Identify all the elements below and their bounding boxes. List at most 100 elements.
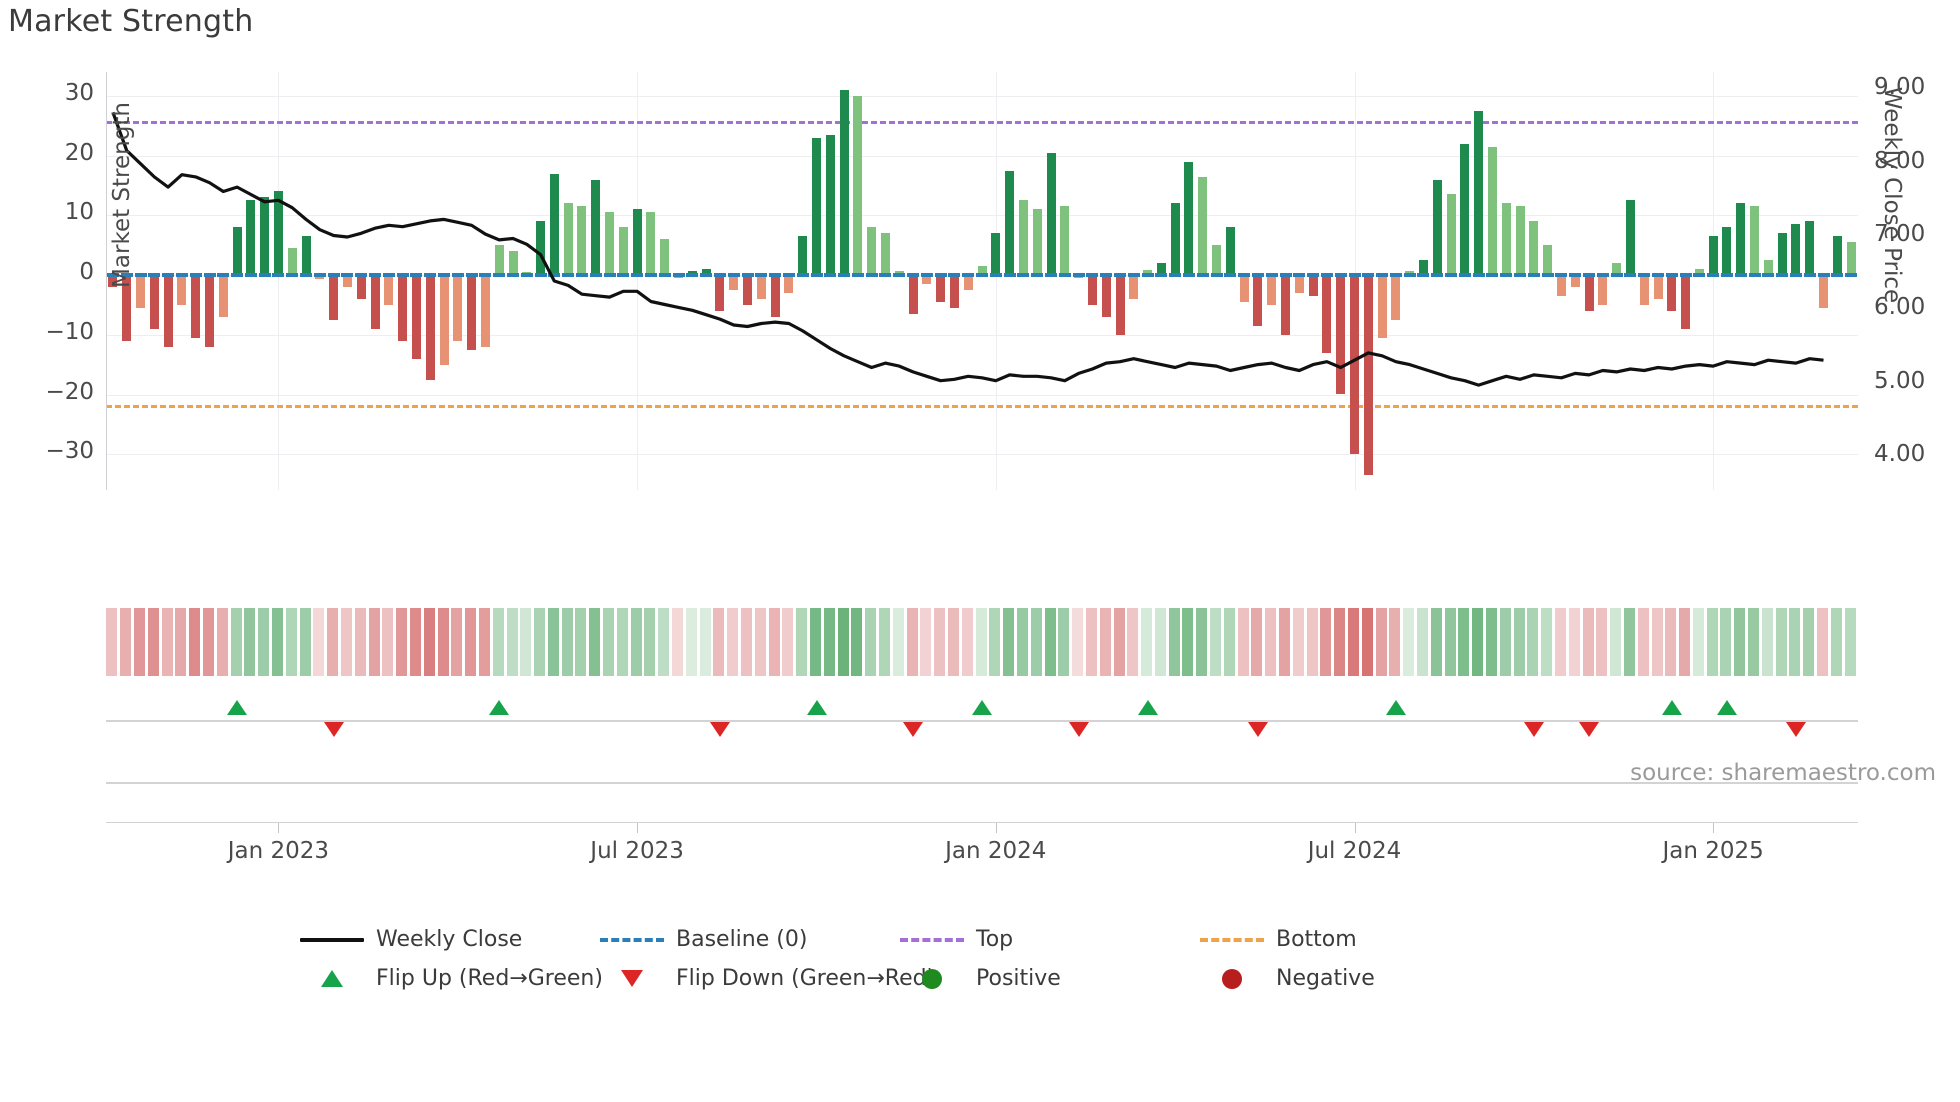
strength-bar	[1156, 263, 1166, 275]
baseline-tick	[1127, 273, 1140, 277]
x-tick-label: Jan 2023	[227, 838, 330, 864]
heat-cell	[1030, 608, 1042, 676]
baseline-tick	[1431, 273, 1444, 277]
heat-cell	[340, 608, 352, 676]
baseline-tick	[755, 273, 768, 277]
legend-item-top[interactable]: Top	[900, 920, 1013, 959]
baseline-tick	[838, 273, 850, 277]
strength-bar	[480, 275, 490, 347]
strength-bar	[798, 236, 808, 275]
strength-bar	[1777, 233, 1787, 275]
baseline-tick	[465, 273, 478, 277]
baseline-tick	[369, 273, 381, 277]
baseline-tick	[1707, 273, 1720, 277]
baseline-tick	[1348, 273, 1361, 277]
strength-bar	[1846, 242, 1856, 275]
strength-bar	[977, 266, 987, 276]
heat-cell	[299, 608, 311, 676]
heat-cell	[672, 608, 683, 676]
legend-item-baseline-0[interactable]: Baseline (0)	[600, 920, 807, 959]
baseline-tick	[948, 273, 961, 277]
strength-bar	[1791, 224, 1801, 276]
heat-cell	[534, 608, 546, 676]
flip-down-marker	[1785, 722, 1806, 737]
baseline-tick	[286, 273, 299, 277]
baseline-tick	[355, 273, 368, 277]
baseline-tick	[479, 273, 492, 277]
left-axis-label: Market Strength	[109, 102, 135, 288]
heat-cell	[961, 608, 973, 676]
legend-item-weekly-close[interactable]: Weekly Close	[300, 920, 522, 959]
baseline-tick	[1624, 273, 1637, 277]
strength-bar	[1377, 275, 1387, 338]
baseline-tick	[1238, 273, 1251, 277]
heat-cell	[478, 608, 490, 676]
x-tick-label: Jul 2024	[1307, 838, 1402, 864]
heat-cell	[754, 608, 766, 676]
baseline-tick	[1789, 273, 1802, 277]
strength-bar	[1046, 152, 1056, 275]
heat-cell	[1444, 608, 1456, 676]
baseline-tick	[1334, 273, 1347, 277]
heat-cell	[1389, 608, 1401, 676]
legend-dot-icon	[1200, 968, 1264, 990]
strength-bar	[715, 275, 725, 311]
baseline-tick	[217, 273, 230, 277]
heat-cell	[823, 608, 835, 676]
strength-bar	[1639, 275, 1649, 305]
strength-bar	[1515, 206, 1525, 276]
baseline-tick	[1569, 273, 1582, 277]
baseline-tick	[244, 273, 257, 277]
heat-cell	[920, 608, 932, 676]
baseline-tick	[1679, 273, 1692, 277]
baseline-tick	[120, 273, 133, 277]
legend-item-flip-up-red-green[interactable]: Flip Up (Red→Green)	[300, 959, 603, 998]
strength-bar	[770, 275, 780, 317]
strength-bar	[991, 233, 1001, 275]
strength-bar	[1819, 275, 1828, 308]
heat-cell	[1196, 608, 1208, 676]
heat-cell	[878, 608, 890, 676]
strength-bar	[356, 275, 366, 299]
baseline-tick	[575, 273, 588, 277]
baseline-tick	[989, 273, 1002, 277]
strength-bar	[1694, 269, 1704, 276]
heat-cell	[1679, 608, 1691, 676]
market-strength-plot	[106, 72, 1858, 490]
legend-dot-icon	[900, 968, 964, 990]
heat-cell	[1596, 608, 1608, 676]
legend-label: Flip Down (Green→Red)	[676, 966, 936, 991]
heat-cell	[851, 608, 863, 676]
heat-cell	[1789, 608, 1801, 676]
legend-item-positive[interactable]: Positive	[900, 959, 1061, 998]
heat-cell	[1582, 608, 1594, 676]
strength-bar	[646, 212, 656, 275]
baseline-tick	[1638, 273, 1651, 277]
strength-bar	[1253, 275, 1263, 326]
heat-cell	[1416, 608, 1428, 676]
vertical-gridline	[995, 72, 997, 490]
legend-item-flip-down-green-red[interactable]: Flip Down (Green→Red)	[600, 959, 935, 998]
baseline-tick	[313, 273, 326, 277]
legend-item-negative[interactable]: Negative	[1200, 959, 1375, 998]
strength-bar	[825, 134, 835, 275]
heat-cell	[1568, 608, 1580, 676]
baseline-tick	[672, 273, 685, 277]
flip-up-marker	[227, 700, 248, 715]
baseline-tick	[327, 273, 340, 277]
right-tick-label: 6.00	[1874, 294, 1926, 321]
baseline-tick	[1279, 273, 1292, 277]
heat-cell	[699, 608, 711, 676]
heat-cell	[1085, 608, 1097, 676]
x-tick-label: Jan 2025	[1662, 838, 1764, 864]
heat-cell	[506, 608, 518, 676]
strength-bar	[1736, 203, 1746, 276]
legend-item-bottom[interactable]: Bottom	[1200, 920, 1357, 959]
x-axis-spine	[106, 822, 1858, 823]
strength-bar	[1487, 146, 1497, 275]
vertical-gridline	[1713, 72, 1715, 490]
right-tick-label: 5.00	[1874, 367, 1926, 394]
strength-bar	[549, 173, 559, 275]
heat-cell	[1003, 608, 1015, 676]
baseline-tick	[396, 273, 409, 277]
